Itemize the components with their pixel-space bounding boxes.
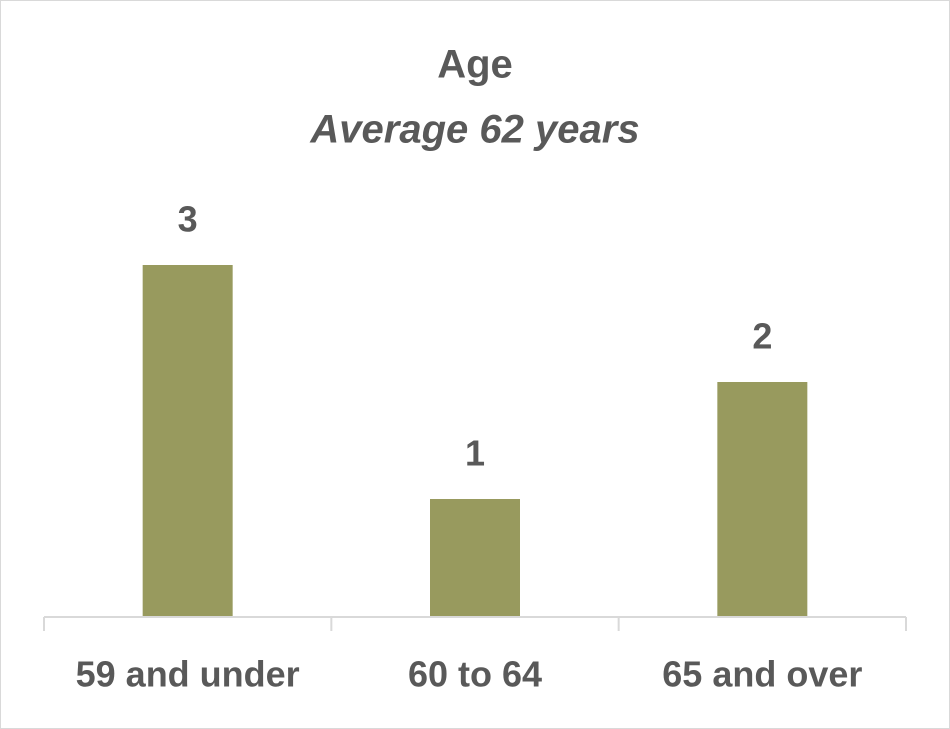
bar — [717, 382, 808, 616]
chart-title: Age — [437, 43, 513, 87]
bar — [430, 499, 520, 616]
x-tick-label: 65 and over — [662, 654, 862, 695]
data-label: 3 — [178, 199, 198, 240]
bar — [142, 265, 233, 616]
x-tick-label: 59 and under — [76, 654, 300, 695]
chart-subtitle: Average 62 years — [309, 108, 639, 152]
data-label: 1 — [465, 433, 485, 474]
data-label: 2 — [752, 316, 772, 357]
x-tick-label: 60 to 64 — [408, 654, 542, 695]
